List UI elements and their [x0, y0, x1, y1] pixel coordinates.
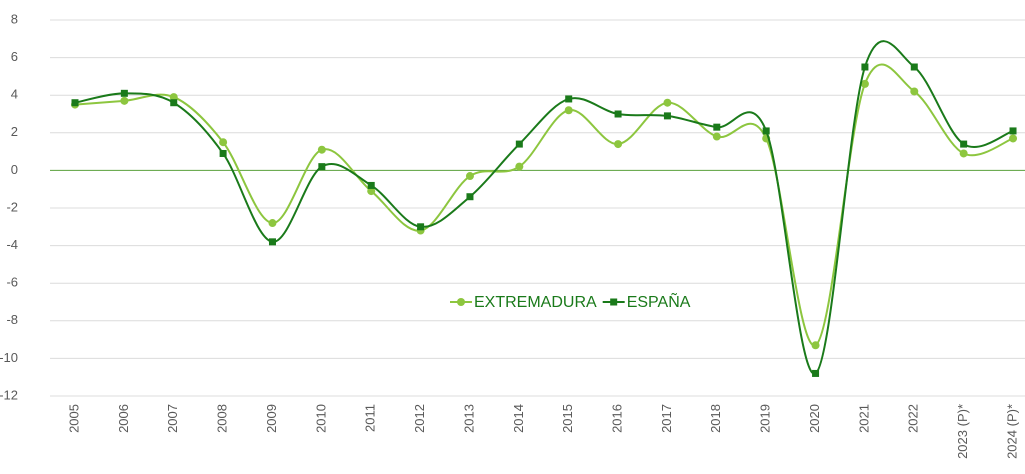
y-tick-label: -8: [6, 312, 18, 327]
series-line: [74, 40, 1014, 375]
marker: [515, 140, 523, 148]
x-tick-label: 2007: [165, 404, 180, 433]
legend: EXTREMADURA ESPAÑA: [450, 291, 691, 311]
marker: [614, 140, 623, 149]
x-tick-label: 2005: [66, 404, 81, 433]
x-tick-label: 2014: [511, 404, 526, 433]
marker: [564, 106, 573, 115]
marker: [120, 96, 129, 105]
marker: [317, 145, 326, 154]
marker: [268, 219, 277, 228]
x-tick-label: 2022: [906, 404, 921, 433]
y-tick-label: 6: [11, 49, 18, 64]
marker: [1009, 134, 1018, 143]
marker: [417, 223, 425, 231]
marker: [910, 63, 918, 71]
y-tick-label: 0: [11, 162, 18, 177]
marker: [219, 149, 227, 157]
y-tick-label: 2: [11, 124, 18, 139]
marker: [318, 163, 326, 171]
y-tick-label: -12: [0, 387, 18, 402]
marker: [120, 89, 128, 97]
x-tick-label: 2016: [610, 404, 625, 433]
x-tick-label: 2010: [313, 404, 328, 433]
marker: [959, 149, 968, 158]
marker: [663, 112, 671, 120]
marker: [268, 238, 276, 246]
x-tick-label: 2006: [116, 404, 131, 433]
x-tick-label: 2018: [708, 404, 723, 433]
marker: [367, 181, 375, 189]
y-tick-label: -10: [0, 350, 18, 365]
x-tick-label: 2008: [215, 404, 230, 433]
x-tick-label: 2015: [560, 404, 575, 433]
marker: [465, 172, 474, 181]
y-tick-label: -2: [6, 199, 18, 214]
marker: [170, 99, 178, 107]
marker: [1009, 127, 1017, 135]
legend-label: ESPAÑA: [627, 291, 691, 311]
x-tick-label: 2020: [807, 404, 822, 433]
marker: [169, 93, 178, 102]
y-tick-label: -4: [6, 237, 18, 252]
x-tick-label: 2021: [856, 404, 871, 433]
x-tick-label: 2023 (P)*: [955, 404, 970, 459]
x-tick-label: 2009: [264, 404, 279, 433]
marker: [663, 98, 672, 107]
marker: [565, 95, 573, 103]
marker: [614, 110, 622, 118]
y-tick-label: 4: [11, 87, 18, 102]
marker: [960, 140, 968, 148]
marker: [712, 132, 721, 141]
marker: [762, 127, 770, 135]
x-tick-label: 2011: [363, 404, 378, 432]
y-tick-label: -6: [6, 275, 18, 290]
marker: [811, 341, 820, 350]
x-tick-label: 2013: [461, 404, 476, 433]
marker: [71, 99, 79, 107]
x-tick-label: 2012: [412, 404, 427, 433]
marker: [515, 162, 524, 171]
x-tick-label: 2017: [659, 404, 674, 433]
legend-label: EXTREMADURA: [474, 294, 597, 311]
x-tick-label: 2019: [758, 404, 773, 433]
marker: [910, 87, 919, 96]
marker: [367, 187, 376, 196]
marker: [860, 79, 869, 88]
marker: [466, 193, 474, 201]
y-tick-label: 8: [11, 11, 18, 26]
marker: [812, 369, 820, 377]
series-line: [74, 63, 1014, 347]
marker: [457, 298, 465, 306]
marker: [610, 298, 618, 306]
marker: [861, 63, 869, 71]
x-tick-label: 2024 (P)*: [1004, 404, 1019, 459]
marker: [219, 138, 228, 147]
marker: [713, 123, 721, 131]
